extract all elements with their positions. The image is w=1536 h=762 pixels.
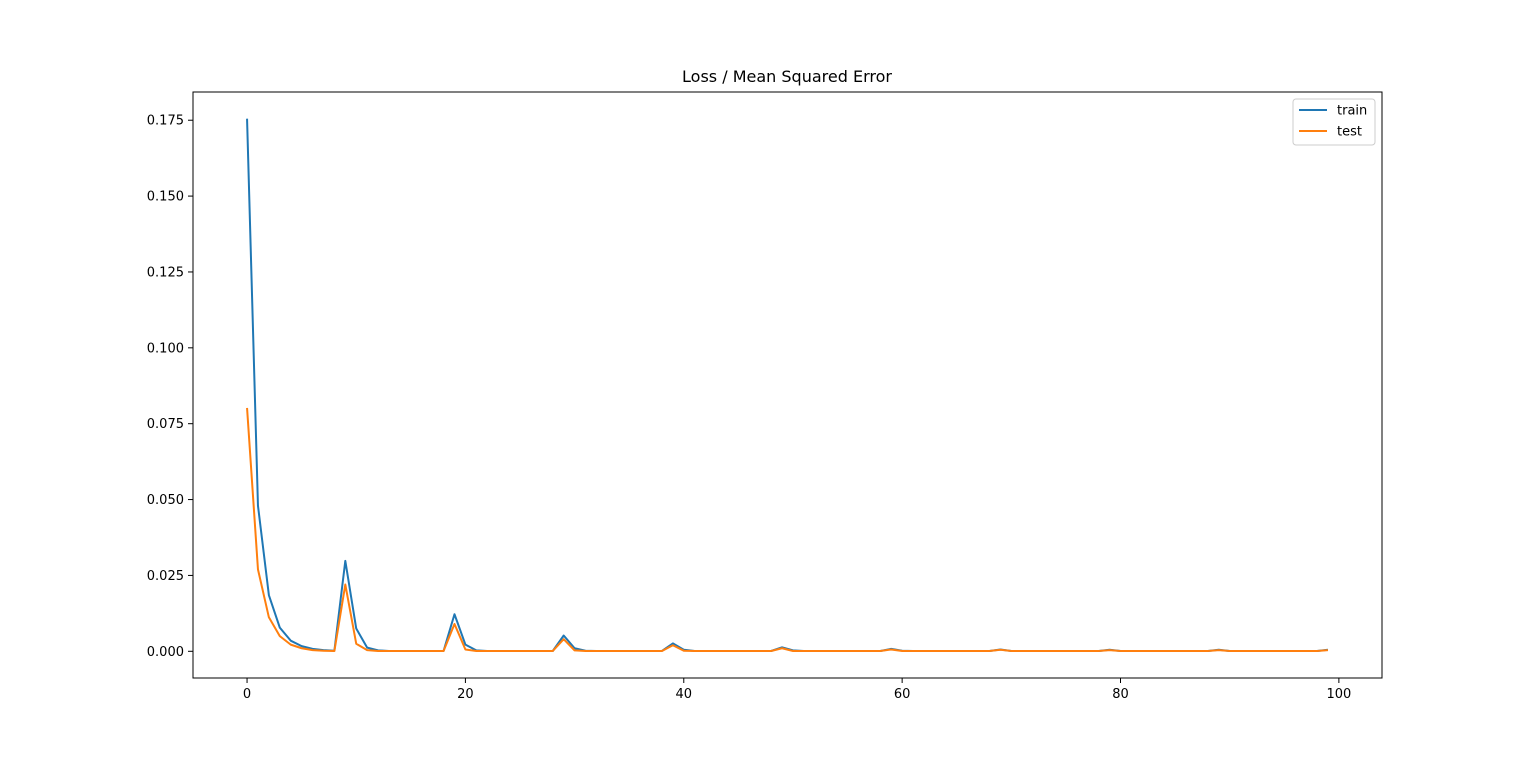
legend: train test: [1292, 98, 1376, 146]
y-tick-label: 0.075: [147, 417, 184, 432]
axes-frame: [192, 91, 1383, 679]
y-tick-label: 0.050: [147, 493, 184, 508]
x-tick-label: 20: [457, 687, 474, 702]
x-tick-label: 80: [1112, 687, 1129, 702]
y-tick-label: 0.000: [147, 645, 184, 660]
y-tick-label: 0.100: [147, 341, 184, 356]
x-tick-label: 40: [676, 687, 693, 702]
y-tick-label: 0.025: [147, 569, 184, 584]
x-tick-label: 0: [243, 687, 251, 702]
y-axis: 0.000 0.025 0.050 0.075 0.100 0.125 0.150 0.175: [147, 114, 193, 660]
y-tick-label: 0.125: [147, 265, 184, 280]
legend-label-test: test: [1337, 125, 1362, 140]
series-layer: [246, 118, 1329, 652]
x-tick-label: 100: [1326, 687, 1351, 702]
legend-label-train: train: [1337, 104, 1367, 119]
y-tick-label: 0.175: [147, 114, 184, 129]
plot-area: [192, 91, 1383, 679]
series-line-test: [246, 407, 1329, 652]
x-tick-label: 60: [894, 687, 911, 702]
x-axis: 0 20 40 60 80 100: [243, 678, 1351, 702]
chart-title: Loss / Mean Squared Error: [682, 67, 892, 86]
y-tick-label: 0.150: [147, 190, 184, 205]
